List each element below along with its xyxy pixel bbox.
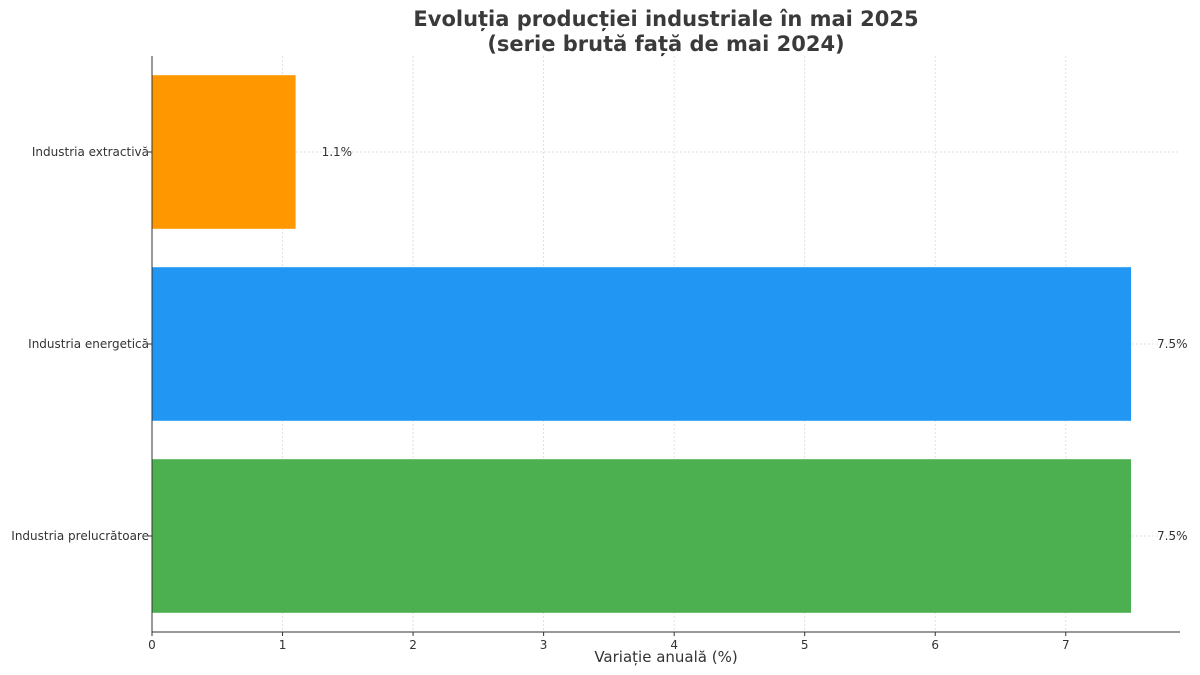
category-label: Industria extractivă xyxy=(32,145,149,159)
labels: 0 1 2 3 4 5 6 7 Industria extractivă 1.1% Industri… xyxy=(11,145,1187,652)
bar xyxy=(152,75,296,229)
x-tick-label: 1 xyxy=(279,638,287,652)
bar xyxy=(152,459,1132,613)
chart-subtitle: (serie brută față de mai 2024) xyxy=(487,32,845,56)
bar xyxy=(152,267,1132,421)
chart-title: Evoluția producției industriale în mai 2… xyxy=(413,7,919,31)
axes xyxy=(148,56,1180,636)
x-tick-label: 6 xyxy=(931,638,939,652)
x-tick-label: 0 xyxy=(148,638,156,652)
x-tick-label: 5 xyxy=(801,638,809,652)
x-tick-label: 4 xyxy=(670,638,678,652)
category-label: Industria prelucrătoare xyxy=(11,529,149,543)
data-label: 1.1% xyxy=(322,145,353,159)
bars xyxy=(152,75,1132,613)
x-tick-label: 7 xyxy=(1062,638,1070,652)
x-axis-title: Variație anuală (%) xyxy=(594,648,737,666)
data-label: 7.5% xyxy=(1157,337,1188,351)
x-tick-label: 3 xyxy=(540,638,548,652)
x-tick-label: 2 xyxy=(409,638,417,652)
category-label: Industria energetică xyxy=(28,337,149,351)
data-label: 7.5% xyxy=(1157,529,1188,543)
